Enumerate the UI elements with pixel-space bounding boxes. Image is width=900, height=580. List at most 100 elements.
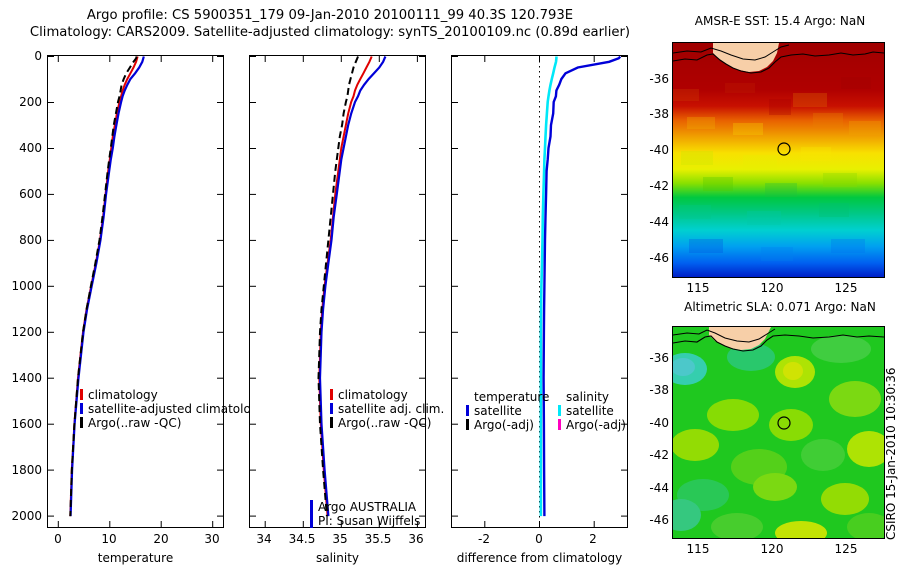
sst-xtick-115: 115 — [686, 281, 710, 295]
sst-xtick-125: 125 — [834, 281, 858, 295]
temperature-profile-panel — [47, 55, 224, 528]
argo-position-marker — [777, 416, 791, 430]
difference-xtick-2: 2 — [589, 532, 597, 546]
legend-item-climatology: climatology — [330, 388, 444, 402]
temperature-xtick-30: 30 — [204, 532, 220, 546]
difference-plot-area — [452, 56, 627, 527]
coastline — [673, 334, 884, 352]
depth-tick-800: 800 — [19, 233, 42, 247]
satellite-color-swatch — [330, 403, 333, 414]
legend-label: satellite adj. clim. — [338, 402, 445, 416]
sla-ytick--44: -44 — [649, 481, 669, 495]
legend-item-temperature-satellite: satellite — [466, 404, 549, 418]
legend-label: satellite — [566, 404, 614, 418]
sst-ytick--36: -36 — [649, 72, 669, 86]
difference-xtick-neg2: -2 — [478, 532, 490, 546]
sst-ytick--44: -44 — [649, 215, 669, 229]
temperature-argo-curve — [69, 56, 138, 517]
shelf-contour — [673, 328, 776, 343]
coastline — [673, 51, 884, 74]
temperature-argo-color-swatch — [466, 419, 469, 430]
depth-tick-1400: 1400 — [11, 371, 42, 385]
salinity-xtick-35: 35 — [332, 532, 348, 546]
legend-heading-temperature: temperature — [474, 390, 550, 404]
argo-color-swatch — [80, 417, 83, 428]
salinity-climatology-curve — [318, 56, 373, 517]
salinity-xtick-34: 34 — [256, 532, 272, 546]
depth-tick-1800: 1800 — [11, 463, 42, 477]
sla-ytick--36: -36 — [649, 351, 669, 365]
difference-profile-panel — [451, 55, 628, 528]
temperature-xtick-10: 10 — [101, 532, 117, 546]
difference-axis-label: difference from climatology — [456, 551, 623, 565]
sla-map-image — [673, 327, 884, 538]
sla-xtick-125: 125 — [834, 542, 858, 556]
sla-ytick--38: -38 — [649, 383, 669, 397]
sst-map-panel — [672, 42, 885, 278]
argo-position-marker — [777, 142, 791, 156]
legend-label: satellite — [474, 404, 522, 418]
temperature-satellite-color-swatch — [466, 405, 469, 416]
csiro-timestamp: CSIRO 15-Jan-2010 10:30:36 — [884, 367, 898, 540]
legend-item-argo: Argo(..raw -QC) — [80, 416, 266, 430]
salinity-satellite-curve — [318, 56, 387, 517]
land-mass — [709, 327, 771, 350]
depth-tick-200: 200 — [19, 95, 42, 109]
legend-item-salinity-argo: Argo(-adj) — [558, 418, 626, 432]
sst-ytick--40: -40 — [649, 143, 669, 157]
difference-xtick-0: 0 — [535, 532, 543, 546]
sla-ytick--40: -40 — [649, 416, 669, 430]
shelf-contour — [673, 44, 790, 61]
temperature-xtick-0: 0 — [54, 532, 62, 546]
depth-tick-1600: 1600 — [11, 417, 42, 431]
depth-tick-0: 0 — [34, 49, 42, 63]
salinity-satellite-color-swatch — [558, 405, 561, 416]
sst-ytick--38: -38 — [649, 107, 669, 121]
salinity-argo-curve — [317, 56, 359, 517]
sla-xtick-120: 120 — [760, 542, 784, 556]
climatology-color-swatch — [80, 389, 83, 400]
legend-label: satellite-adjusted climatology — [88, 402, 266, 416]
legend-item-satellite: satellite-adjusted climatology — [80, 402, 266, 416]
argo-program-name: Argo AUSTRALIA — [318, 500, 417, 514]
salinity-xtick-36: 36 — [408, 532, 424, 546]
legend-label: Argo(-adj) — [474, 418, 534, 432]
depth-tick-2000: 2000 — [11, 509, 42, 523]
depth-tick-600: 600 — [19, 187, 42, 201]
legend-item-argo: Argo(..raw -QC) — [330, 416, 444, 430]
legend-label: Argo(..raw -QC) — [88, 416, 182, 430]
sla-map-title: Altimetric SLA: 0.071 Argo: NaN — [684, 300, 876, 314]
sla-map-panel — [672, 326, 885, 539]
sla-ytick--42: -42 — [649, 448, 669, 462]
sst-map-image — [673, 43, 884, 277]
sst-xtick-120: 120 — [760, 281, 784, 295]
temperature-xtick-20: 20 — [153, 532, 169, 546]
legend-item-satellite: satellite adj. clim. — [330, 402, 444, 416]
temperature-climatology-curve — [69, 56, 139, 517]
salinity-difference-curve — [539, 56, 558, 517]
satellite-color-swatch — [80, 403, 83, 414]
legend-label: Argo(-adj) — [566, 418, 626, 432]
salinity-xtick-34.5: 34.5 — [288, 532, 316, 546]
legend-label: climatology — [338, 388, 408, 402]
depth-tick-400: 400 — [19, 141, 42, 155]
salinity-profile-panel — [249, 55, 426, 528]
sst-ytick--46: -46 — [649, 251, 669, 265]
difference-legend-temperature: temperature satellite Argo(-adj) — [466, 390, 549, 432]
temperature-satellite-curve — [69, 56, 145, 517]
argo-color-swatch — [330, 417, 333, 428]
salinity-axis-label: salinity — [315, 551, 360, 565]
depth-tick-1000: 1000 — [11, 279, 42, 293]
salinity-plot-area — [250, 56, 425, 527]
legend-item-temperature-argo: Argo(-adj) — [466, 418, 549, 432]
salinity-legend: climatology satellite adj. clim. Argo(..… — [330, 388, 444, 430]
figure-title-line1: Argo profile: CS 5900351_179 09-Jan-2010… — [86, 8, 574, 23]
figure-title-line2: Climatology: CARS2009. Satellite-adjuste… — [29, 25, 631, 40]
sst-map-title: AMSR-E SST: 15.4 Argo: NaN — [694, 14, 866, 28]
temperature-plot-area — [48, 56, 223, 527]
legend-item-climatology: climatology — [80, 388, 266, 402]
temperature-legend: climatology satellite-adjusted climatolo… — [80, 388, 266, 430]
salinity-xtick-35.5: 35.5 — [364, 532, 392, 546]
sla-ytick--46: -46 — [649, 513, 669, 527]
temperature-axis-label: temperature — [97, 551, 174, 565]
